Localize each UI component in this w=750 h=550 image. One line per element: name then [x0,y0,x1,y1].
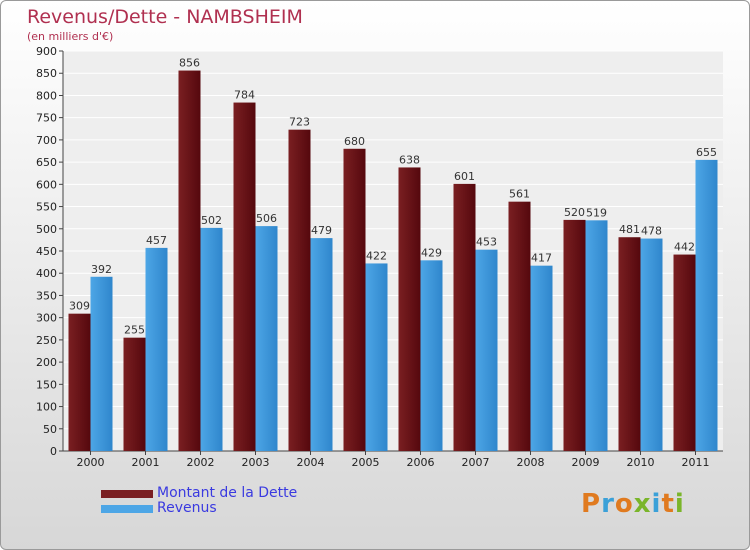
logo-letter: t [661,489,675,519]
bar [288,129,311,451]
data-label: 655 [696,146,717,159]
y-tick-label: 750 [36,112,57,125]
data-label: 392 [91,263,112,276]
logo-letter: o [614,489,634,519]
y-tick-label: 800 [36,89,57,102]
data-label: 479 [311,224,332,237]
y-tick-label: 250 [36,334,57,347]
bar [398,167,421,451]
y-tick-label: 650 [36,156,57,169]
data-label: 519 [586,206,607,219]
y-tick-label: 200 [36,356,57,369]
y-tick-label: 700 [36,134,57,147]
logo-letter: r [601,489,615,519]
bar [508,201,531,451]
y-tick-label: 500 [36,223,57,236]
bar [695,159,718,451]
bar [145,247,168,451]
bar [475,249,498,451]
y-tick-label: 400 [36,267,57,280]
bar [200,227,223,451]
y-tick-label: 100 [36,401,57,414]
bar [585,220,608,451]
bar [90,276,113,451]
data-label: 481 [619,223,640,236]
bar [233,102,256,452]
legend-label-revenus: Revenus [157,500,217,516]
logo-letter: i [651,489,662,519]
data-label: 680 [344,135,365,148]
bar [453,183,476,451]
bar [563,219,586,451]
legend: Montant de la Dette Revenus [101,485,361,517]
x-tick-label: 2004 [297,456,325,469]
y-tick-label: 150 [36,378,57,391]
bar [530,265,553,451]
data-label: 442 [674,241,695,254]
logo-letter: P [581,489,602,519]
data-label: 601 [454,170,475,183]
y-tick-label: 350 [36,289,57,302]
x-tick-label: 2002 [187,456,215,469]
data-label: 638 [399,153,420,166]
legend-label-dette: Montant de la Dette [157,485,298,501]
x-tick-label: 2008 [517,456,545,469]
y-tick-label: 550 [36,201,57,214]
proxiti-logo: Proxiti [581,489,685,519]
bar [673,254,696,451]
data-label: 506 [256,212,277,225]
bar [178,70,201,452]
x-tick-label: 2007 [462,456,490,469]
x-tick-label: 2005 [352,456,380,469]
bar [640,238,663,451]
x-tick-label: 2011 [682,456,710,469]
y-tick-label: 450 [36,245,57,258]
data-label: 429 [421,246,442,259]
y-tick-label: 300 [36,312,57,325]
data-label: 422 [366,249,387,262]
x-tick-label: 2009 [572,456,600,469]
logo-letter: i [674,489,685,519]
data-label: 784 [234,89,255,102]
x-tick-label: 2006 [407,456,435,469]
bar [420,260,443,451]
x-tick-label: 2010 [627,456,655,469]
data-label: 457 [146,234,167,247]
y-tick-label: 850 [36,67,57,80]
data-label: 723 [289,116,310,129]
data-label: 478 [641,225,662,238]
bar [343,148,366,451]
data-label: 417 [531,252,552,265]
y-tick-label: 0 [50,445,57,458]
y-tick-label: 600 [36,178,57,191]
data-label: 856 [179,57,200,70]
bar [310,238,333,451]
legend-item-revenus: Revenus [101,500,361,517]
data-label: 255 [124,324,145,337]
y-tick-label: 50 [43,423,57,436]
chart-title: Revenus/Dette - NAMBSHEIM [27,6,303,28]
data-label: 502 [201,214,222,227]
data-label: 561 [509,188,530,201]
bar [68,313,91,451]
legend-swatch-dette [101,490,153,498]
data-label: 520 [564,206,585,219]
x-tick-label: 2003 [242,456,270,469]
data-label: 309 [69,300,90,313]
chart-subtitle: (en milliers d'€) [27,30,114,43]
bar [123,337,146,451]
data-label: 453 [476,236,497,249]
bar [618,237,641,451]
legend-swatch-revenus [101,505,153,513]
bar [365,263,388,451]
y-tick-label: 900 [36,45,57,58]
legend-item-dette: Montant de la Dette [101,485,361,502]
x-tick-label: 2000 [77,456,105,469]
logo-letter: x [633,489,652,519]
bar [255,226,278,451]
x-tick-label: 2001 [132,456,160,469]
